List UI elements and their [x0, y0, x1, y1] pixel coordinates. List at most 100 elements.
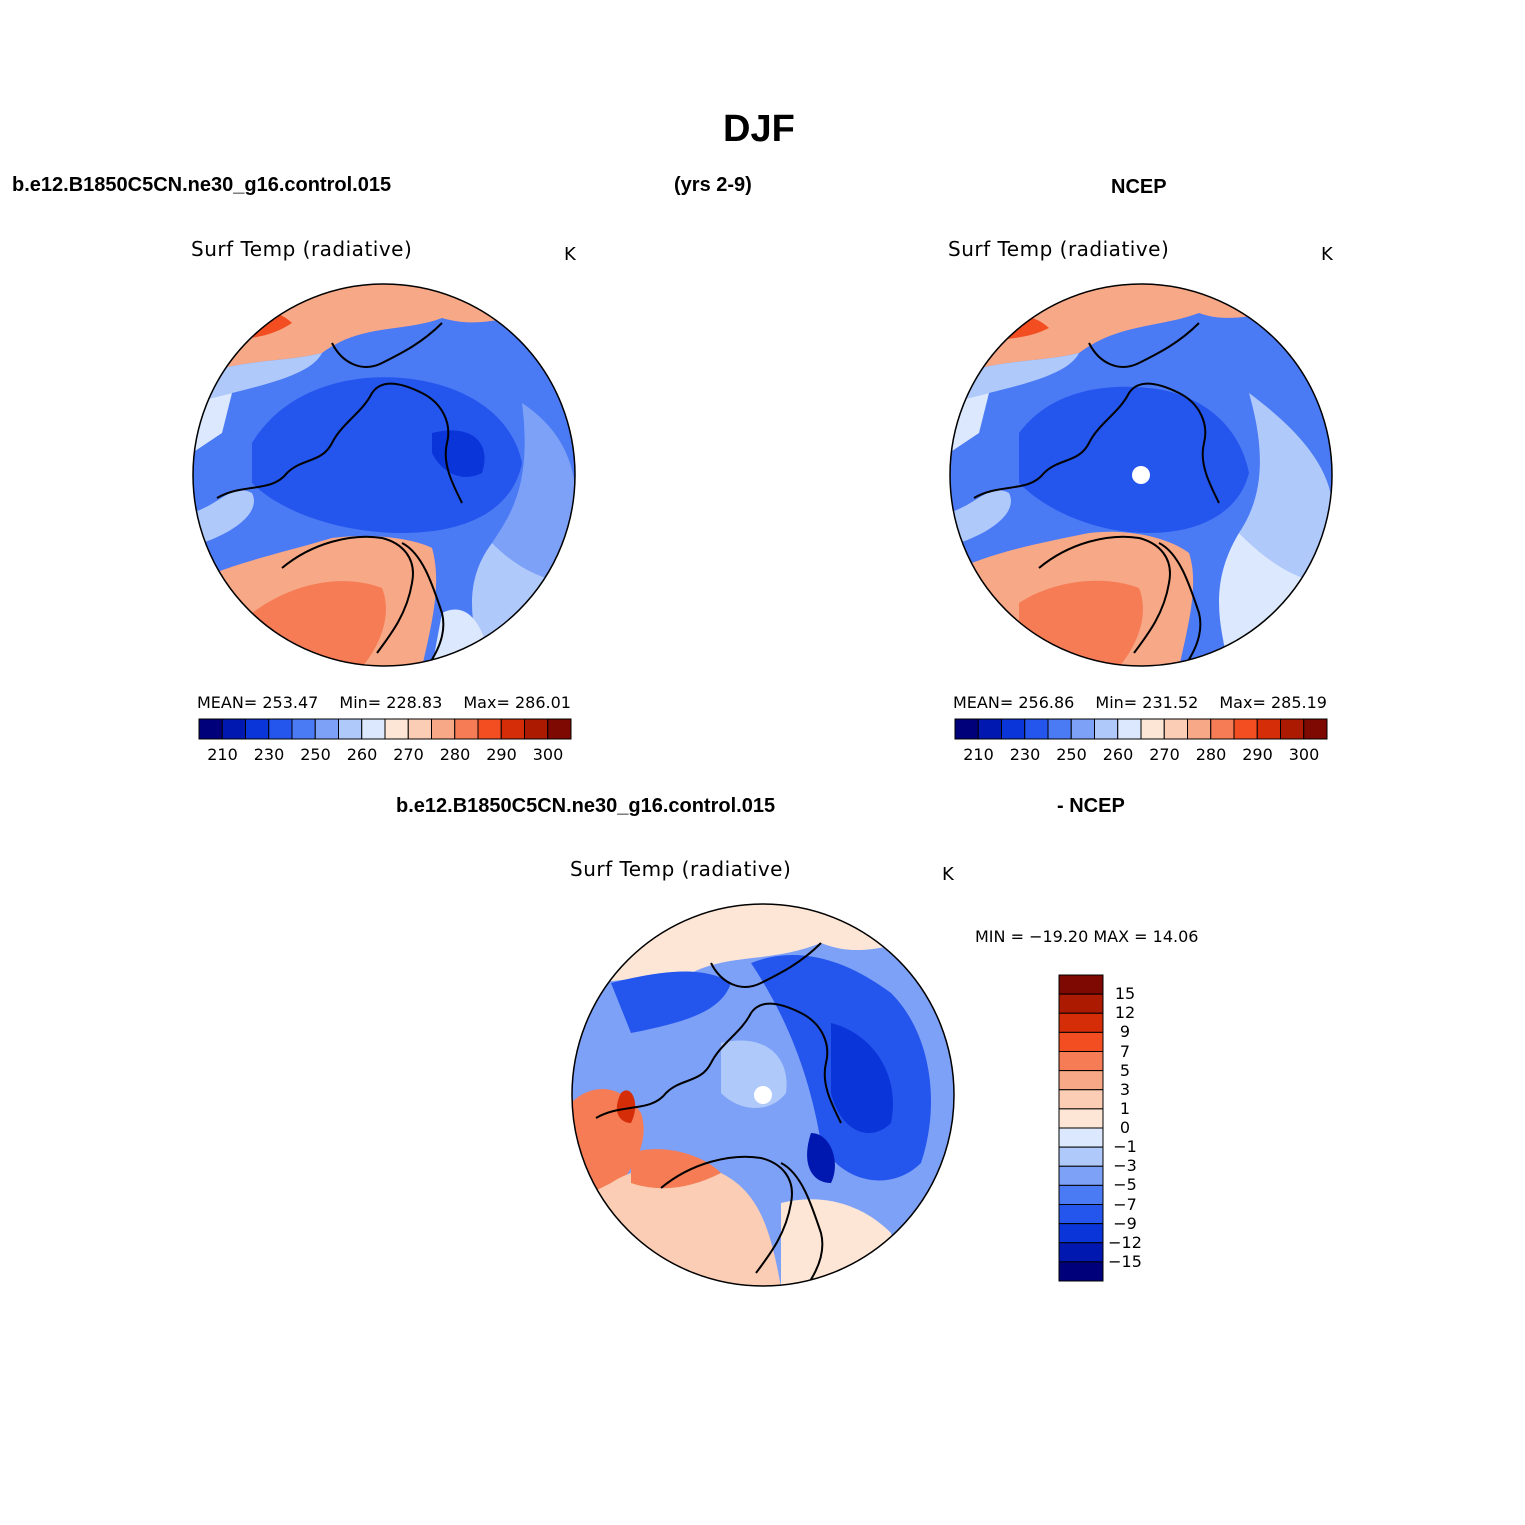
colorbar-swatch — [361, 718, 386, 740]
colorbar-swatch — [268, 718, 293, 740]
colorbar-tick-label: 210 — [207, 745, 238, 764]
colorbar-tick-label: 290 — [1242, 745, 1273, 764]
years-header: (yrs 2-9) — [674, 174, 752, 196]
mean-label: MEAN= — [197, 693, 258, 712]
panel-title-model: Surf Temp (radiative) — [191, 237, 413, 261]
colorbar-tick-label: 300 — [532, 745, 564, 764]
colorbar-swatch — [1058, 1108, 1104, 1129]
colorbar-swatch — [1058, 1242, 1104, 1263]
colorbar-swatch — [1280, 718, 1305, 740]
colorbar-swatch — [1303, 718, 1328, 740]
colorbar-tick-label: −12 — [1108, 1232, 1142, 1252]
colorbar-swatch — [1058, 1051, 1104, 1072]
colorbar-tick-label: 210 — [963, 745, 994, 764]
colorbar-swatch — [1058, 1070, 1104, 1091]
colorbar-tick-label: 290 — [486, 745, 517, 764]
colorbar-tick-label: 12 — [1114, 1003, 1136, 1023]
stats-obs: MEAN= 256.86 Min= 231.52 Max= 285.19 — [953, 693, 1327, 712]
colorbar-swatch — [198, 718, 223, 740]
colorbar-swatch — [1058, 1089, 1104, 1110]
colorbar-tick-label: −3 — [1113, 1156, 1137, 1176]
max-label: Max= — [463, 693, 510, 712]
colorbar-tick-label: 250 — [1056, 745, 1087, 764]
colorbar-swatch — [1256, 718, 1281, 740]
max-label: Max= — [1219, 693, 1266, 712]
colorbar-swatch — [1058, 1165, 1104, 1186]
max-value: 285.19 — [1270, 693, 1327, 712]
colorbar-tick-label: −15 — [1108, 1251, 1142, 1271]
colorbar-swatch — [291, 718, 316, 740]
colorbar-tick-label: 15 — [1114, 984, 1136, 1004]
stats-model: MEAN= 253.47 Min= 228.83 Max= 286.01 — [197, 693, 571, 712]
colorbar-tick-label: 7 — [1119, 1041, 1131, 1061]
polar-map-diff — [571, 903, 955, 1287]
colorbar-tick-label: 300 — [1288, 745, 1320, 764]
colorbar-swatch — [1070, 718, 1095, 740]
colorbar-swatch — [1058, 974, 1104, 995]
colorbar-swatch — [500, 718, 525, 740]
colorbar-swatch — [1140, 718, 1165, 740]
colorbar-swatch — [314, 718, 339, 740]
colorbar-swatch — [1058, 1204, 1104, 1225]
colorbar-swatch — [1058, 1031, 1104, 1052]
colorbar-tick-label: 230 — [1009, 745, 1041, 764]
page-title: DJF — [723, 108, 795, 150]
diff-obs-header: - NCEP — [1057, 795, 1125, 817]
min-value: 231.52 — [1142, 693, 1199, 712]
colorbar-swatch — [1058, 1261, 1104, 1282]
colorbar-swatch — [384, 718, 409, 740]
colorbar-model — [198, 718, 572, 740]
colorbar-tick-label: 260 — [1102, 745, 1134, 764]
mean-label: MEAN= — [953, 693, 1014, 712]
mean-value: 256.86 — [1018, 693, 1075, 712]
colorbar-tick-label: 5 — [1119, 1060, 1131, 1080]
units-diff: K — [942, 864, 954, 885]
colorbar-swatch — [407, 718, 432, 740]
colorbar-swatch — [1024, 718, 1049, 740]
colorbar-swatch — [524, 718, 549, 740]
colorbar-diff — [1058, 974, 1104, 1282]
mean-value: 253.47 — [262, 693, 319, 712]
polar-map-obs — [949, 283, 1333, 667]
colorbar-tick-label: 3 — [1119, 1079, 1131, 1099]
colorbar-swatch — [1117, 718, 1142, 740]
colorbar-tick-label: 1 — [1119, 1098, 1131, 1118]
colorbar-tick-label: −9 — [1113, 1213, 1137, 1233]
colorbar-swatch — [477, 718, 502, 740]
polar-map-model — [192, 283, 576, 667]
colorbar-swatch — [1058, 1223, 1104, 1244]
colorbar-tick-label: 280 — [1195, 745, 1227, 764]
colorbar-swatch — [547, 718, 572, 740]
colorbar-swatch — [1058, 1012, 1104, 1033]
colorbar-tick-label: −1 — [1113, 1137, 1137, 1157]
colorbar-swatch — [1058, 993, 1104, 1014]
colorbar-tick-label: 0 — [1119, 1118, 1131, 1137]
colorbar-swatch — [1233, 718, 1258, 740]
units-model: K — [564, 244, 576, 265]
colorbar-swatch — [1094, 718, 1119, 740]
colorbar-tick-label: 230 — [253, 745, 285, 764]
colorbar-swatch — [454, 718, 479, 740]
colorbar-tick-label: 280 — [439, 745, 471, 764]
colorbar-tick-label: −5 — [1113, 1175, 1137, 1195]
colorbar-swatch — [1001, 718, 1026, 740]
colorbar-swatch — [1058, 1184, 1104, 1205]
units-obs: K — [1321, 244, 1333, 265]
colorbar-swatch — [338, 718, 363, 740]
colorbar-tick-label: 260 — [346, 745, 378, 764]
colorbar-swatch — [1163, 718, 1188, 740]
max-value: 286.01 — [514, 693, 571, 712]
colorbar-tick-label: 250 — [300, 745, 331, 764]
colorbar-swatch — [1047, 718, 1072, 740]
colorbar-tick-label: −7 — [1113, 1194, 1137, 1214]
panel-title-diff: Surf Temp (radiative) — [570, 857, 792, 881]
colorbar-obs — [954, 718, 1328, 740]
diff-case-header: b.e12.B1850C5CN.ne30_g16.control.015 — [396, 795, 776, 817]
colorbar-swatch — [431, 718, 456, 740]
obs-name-header: NCEP — [1111, 176, 1167, 198]
colorbar-swatch — [1058, 1127, 1104, 1148]
min-value: 228.83 — [386, 693, 443, 712]
colorbar-swatch — [221, 718, 246, 740]
colorbar-swatch — [1210, 718, 1235, 740]
case-name-header: b.e12.B1850C5CN.ne30_g16.control.015 — [12, 174, 392, 196]
